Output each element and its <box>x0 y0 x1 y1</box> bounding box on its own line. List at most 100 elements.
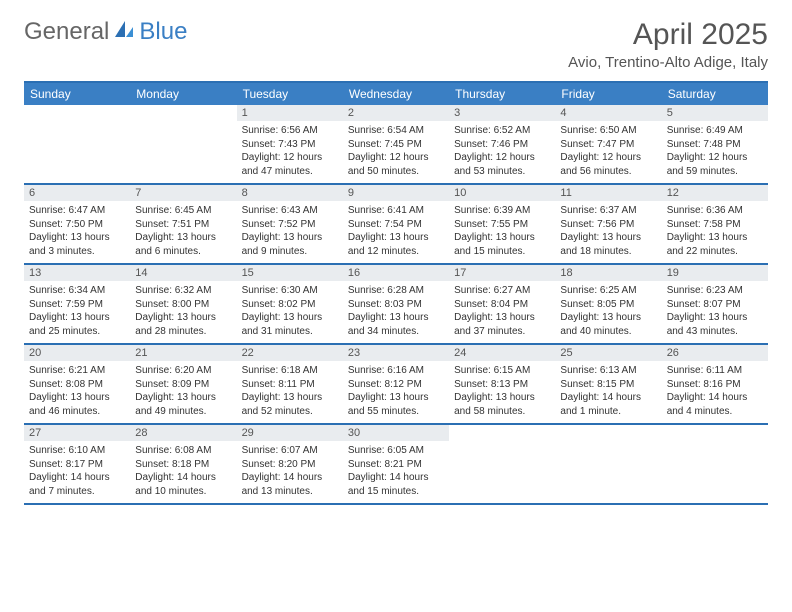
calendar-day: 21Sunrise: 6:20 AMSunset: 8:09 PMDayligh… <box>130 345 236 423</box>
daylight-line: Daylight: 13 hours and 25 minutes. <box>29 311 125 338</box>
day-number <box>449 425 555 441</box>
calendar-week: 13Sunrise: 6:34 AMSunset: 7:59 PMDayligh… <box>24 265 768 345</box>
calendar-week: 6Sunrise: 6:47 AMSunset: 7:50 PMDaylight… <box>24 185 768 265</box>
calendar-day: 5Sunrise: 6:49 AMSunset: 7:48 PMDaylight… <box>662 105 768 183</box>
sunrise-line: Sunrise: 6:28 AM <box>348 284 444 298</box>
weekday-header: Thursday <box>449 83 555 105</box>
day-number: 30 <box>343 425 449 441</box>
sunset-line: Sunset: 7:48 PM <box>667 138 763 152</box>
calendar-day <box>449 425 555 503</box>
title-block: April 2025 Avio, Trentino-Alto Adige, It… <box>568 18 768 71</box>
day-number: 3 <box>449 105 555 121</box>
daylight-line: Daylight: 13 hours and 18 minutes. <box>560 231 656 258</box>
weekday-header: Friday <box>555 83 661 105</box>
calendar-week: 20Sunrise: 6:21 AMSunset: 8:08 PMDayligh… <box>24 345 768 425</box>
calendar-day: 7 Sunrise: 6:45 AMSunset: 7:51 PMDaylight… <box>130 185 236 263</box>
calendar-day: 4Sunrise: 6:50 AMSunset: 7:47 PMDaylight… <box>555 105 661 183</box>
calendar-day: 28Sunrise: 6:08 AMSunset: 8:18 PMDayligh… <box>130 425 236 503</box>
day-body: Sunrise: 6:41 AMSunset: 7:54 PMDaylight:… <box>343 201 449 262</box>
day-number <box>130 105 236 121</box>
sunset-line: Sunset: 8:07 PM <box>667 298 763 312</box>
sunset-line: Sunset: 8:11 PM <box>242 378 338 392</box>
day-number: 22 <box>237 345 343 361</box>
daylight-line: Daylight: 12 hours and 59 minutes. <box>667 151 763 178</box>
day-number: 7 <box>130 185 236 201</box>
day-number: 15 <box>237 265 343 281</box>
calendar-day: 15 Sunrise: 6:30 AMSunset: 8:02 PMDayligh… <box>237 265 343 343</box>
day-body: Sunrise: 6:20 AMSunset: 8:09 PMDaylight:… <box>130 361 236 422</box>
sunset-line: Sunset: 7:59 PM <box>29 298 125 312</box>
weeks-container: 1Sunrise: 6:56 AMSunset: 7:43 PMDaylight… <box>24 105 768 505</box>
sunrise-line: Sunrise: 6:23 AM <box>667 284 763 298</box>
sunset-line: Sunset: 7:51 PM <box>135 218 231 232</box>
day-number: 2 <box>343 105 449 121</box>
sunset-line: Sunset: 8:02 PM <box>242 298 338 312</box>
sunset-line: Sunset: 8:17 PM <box>29 458 125 472</box>
daylight-line: Daylight: 13 hours and 22 minutes. <box>667 231 763 258</box>
daylight-line: Daylight: 13 hours and 37 minutes. <box>454 311 550 338</box>
daylight-line: Daylight: 13 hours and 34 minutes. <box>348 311 444 338</box>
day-body: Sunrise: 6:05 AMSunset: 8:21 PMDaylight:… <box>343 441 449 502</box>
sunrise-line: Sunrise: 6:10 AM <box>29 444 125 458</box>
daylight-line: Daylight: 13 hours and 58 minutes. <box>454 391 550 418</box>
calendar-day: 27 Sunrise: 6:10 AMSunset: 8:17 PMDayligh… <box>24 425 130 503</box>
day-body: Sunrise: 6:54 AMSunset: 7:45 PMDaylight:… <box>343 121 449 182</box>
sunset-line: Sunset: 8:16 PM <box>667 378 763 392</box>
sunset-line: Sunset: 7:52 PM <box>242 218 338 232</box>
sunrise-line: Sunrise: 6:15 AM <box>454 364 550 378</box>
calendar-day: 1Sunrise: 6:56 AMSunset: 7:43 PMDaylight… <box>237 105 343 183</box>
sunset-line: Sunset: 8:00 PM <box>135 298 231 312</box>
day-body: Sunrise: 6:43 AMSunset: 7:52 PMDaylight:… <box>237 201 343 262</box>
day-number: 19 <box>662 265 768 281</box>
sunrise-line: Sunrise: 6:49 AM <box>667 124 763 138</box>
sunrise-line: Sunrise: 6:41 AM <box>348 204 444 218</box>
sunrise-line: Sunrise: 6:16 AM <box>348 364 444 378</box>
daylight-line: Daylight: 12 hours and 53 minutes. <box>454 151 550 178</box>
day-number: 10 <box>449 185 555 201</box>
day-body: Sunrise: 6:49 AMSunset: 7:48 PMDaylight:… <box>662 121 768 182</box>
day-body <box>449 441 555 448</box>
calendar-day: 11Sunrise: 6:37 AMSunset: 7:56 PMDayligh… <box>555 185 661 263</box>
calendar-day: 20Sunrise: 6:21 AMSunset: 8:08 PMDayligh… <box>24 345 130 423</box>
page-header: General Blue April 2025 Avio, Trentino-A… <box>24 18 768 71</box>
sunrise-line: Sunrise: 6:37 AM <box>560 204 656 218</box>
sunset-line: Sunset: 7:46 PM <box>454 138 550 152</box>
daylight-line: Daylight: 12 hours and 56 minutes. <box>560 151 656 178</box>
daylight-line: Daylight: 13 hours and 3 minutes. <box>29 231 125 258</box>
weekday-header: Tuesday <box>237 83 343 105</box>
day-body: Sunrise: 6:37 AMSunset: 7:56 PMDaylight:… <box>555 201 661 262</box>
sunrise-line: Sunrise: 6:43 AM <box>242 204 338 218</box>
day-body: Sunrise: 6:34 AMSunset: 7:59 PMDaylight:… <box>24 281 130 342</box>
sunset-line: Sunset: 7:50 PM <box>29 218 125 232</box>
day-body: Sunrise: 6:36 AMSunset: 7:58 PMDaylight:… <box>662 201 768 262</box>
sunrise-line: Sunrise: 6:45 AM <box>135 204 231 218</box>
daylight-line: Daylight: 14 hours and 7 minutes. <box>29 471 125 498</box>
day-body: Sunrise: 6:50 AMSunset: 7:47 PMDaylight:… <box>555 121 661 182</box>
daylight-line: Daylight: 13 hours and 46 minutes. <box>29 391 125 418</box>
sunset-line: Sunset: 7:54 PM <box>348 218 444 232</box>
sunset-line: Sunset: 7:56 PM <box>560 218 656 232</box>
daylight-line: Daylight: 13 hours and 12 minutes. <box>348 231 444 258</box>
day-body: Sunrise: 6:27 AMSunset: 8:04 PMDaylight:… <box>449 281 555 342</box>
sunrise-line: Sunrise: 6:20 AM <box>135 364 231 378</box>
day-body: Sunrise: 6:23 AMSunset: 8:07 PMDaylight:… <box>662 281 768 342</box>
sunset-line: Sunset: 7:43 PM <box>242 138 338 152</box>
calendar-day <box>555 425 661 503</box>
sunset-line: Sunset: 8:03 PM <box>348 298 444 312</box>
sunrise-line: Sunrise: 6:30 AM <box>242 284 338 298</box>
weekday-header: Wednesday <box>343 83 449 105</box>
day-number: 27 <box>24 425 130 441</box>
sunset-line: Sunset: 8:09 PM <box>135 378 231 392</box>
sunrise-line: Sunrise: 6:36 AM <box>667 204 763 218</box>
day-number: 9 <box>343 185 449 201</box>
sunset-line: Sunset: 8:04 PM <box>454 298 550 312</box>
sunrise-line: Sunrise: 6:27 AM <box>454 284 550 298</box>
logo-text-blue: Blue <box>139 18 187 46</box>
calendar-week: 27 Sunrise: 6:10 AMSunset: 8:17 PMDayligh… <box>24 425 768 505</box>
sail-icon <box>113 18 135 46</box>
daylight-line: Daylight: 13 hours and 6 minutes. <box>135 231 231 258</box>
daylight-line: Daylight: 13 hours and 31 minutes. <box>242 311 338 338</box>
day-body: Sunrise: 6:18 AMSunset: 8:11 PMDaylight:… <box>237 361 343 422</box>
day-number <box>662 425 768 441</box>
day-body: Sunrise: 6:28 AMSunset: 8:03 PMDaylight:… <box>343 281 449 342</box>
